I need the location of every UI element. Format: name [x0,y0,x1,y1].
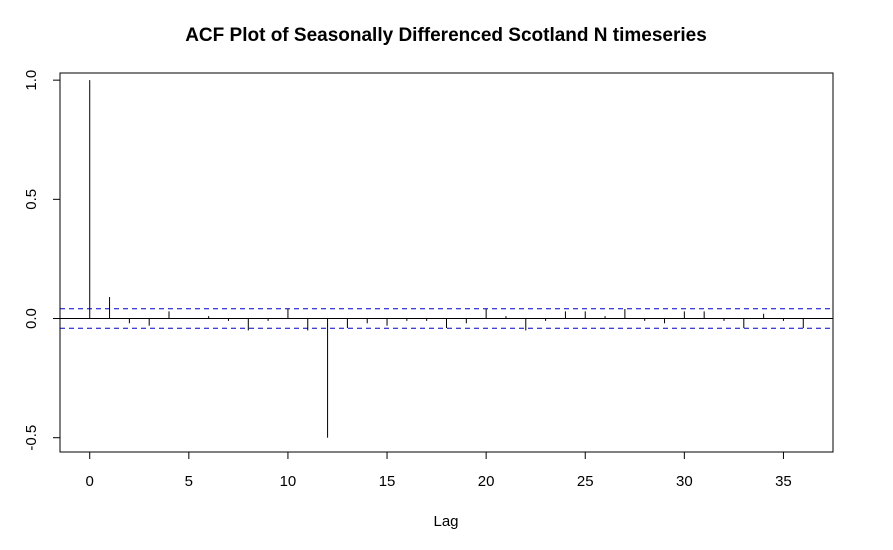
chart-title: ACF Plot of Seasonally Differenced Scotl… [185,25,707,46]
x-axis-label: Lag [433,513,458,530]
acf-bars [89,80,804,438]
x-tick-label-20: 20 [478,473,495,490]
x-tick-label-10: 10 [280,473,297,490]
x-axis: 0 5 10 15 20 25 30 35 [86,451,792,490]
x-tick-label-15: 15 [379,473,396,490]
y-tick-label-2: 0.5 [23,189,40,210]
x-tick-label-25: 25 [577,473,594,490]
confidence-bounds [60,308,833,329]
x-tick-label-5: 5 [185,473,193,490]
x-tick-label-35: 35 [775,473,792,490]
plot-frame [59,72,834,453]
y-tick-label-3: 1.0 [23,70,40,91]
y-tick-label-1: 0.0 [23,308,40,329]
y-axis: -0.5 0.0 0.5 1.0 [23,70,61,451]
y-tick-label-0: -0.5 [23,425,40,451]
x-tick-label-30: 30 [676,473,693,490]
x-tick-label-0: 0 [86,473,94,490]
